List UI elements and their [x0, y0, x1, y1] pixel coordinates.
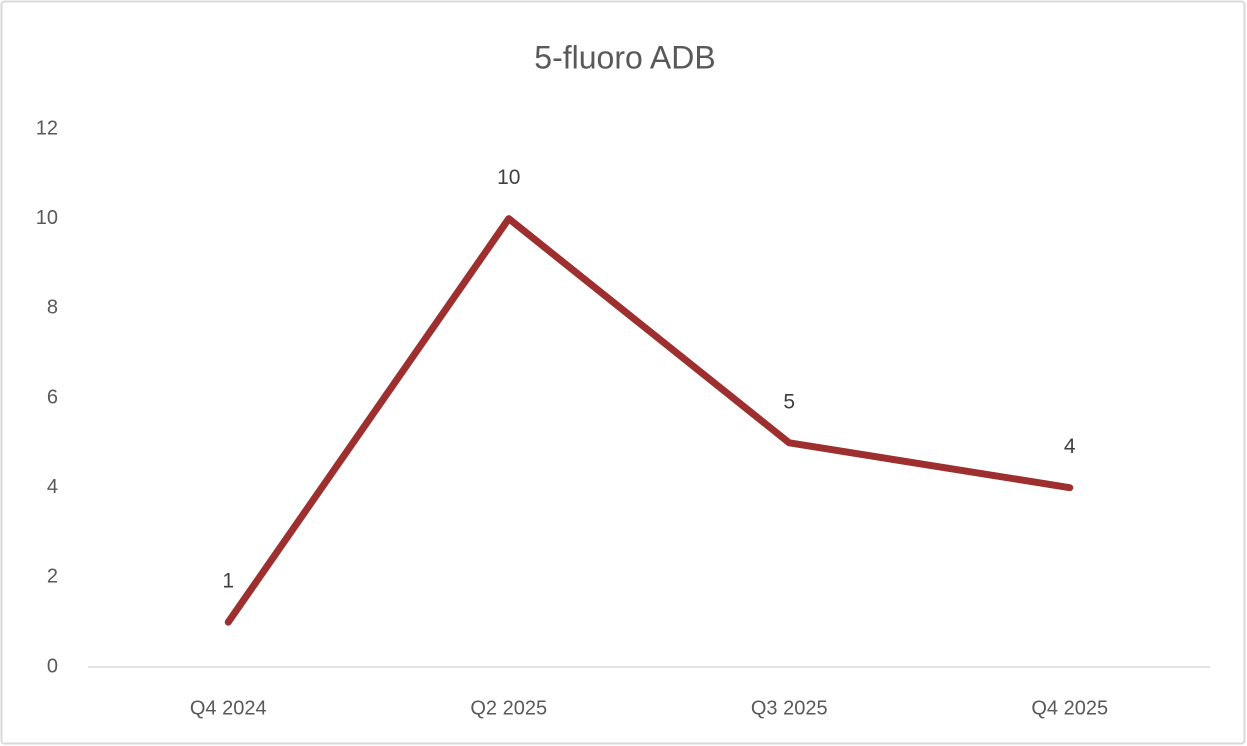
x-tick-label: Q4 2024	[190, 697, 267, 719]
y-tick-label: 4	[47, 476, 58, 498]
x-tick-label: Q3 2025	[751, 697, 828, 719]
chart-title: 5-fluoro ADB	[534, 39, 715, 75]
line-series	[224, 215, 1074, 626]
x-tick-label: Q4 2025	[1031, 697, 1108, 719]
y-tick-label: 0	[47, 655, 58, 677]
y-tick-label: 8	[47, 297, 58, 319]
y-tick-label: 10	[36, 207, 58, 229]
x-tick-label: Q2 2025	[470, 697, 547, 719]
data-label: 5	[783, 390, 795, 413]
y-tick-label: 2	[47, 566, 58, 588]
y-tick-label: 6	[47, 386, 58, 408]
data-label: 10	[497, 166, 520, 189]
data-label: 1	[222, 570, 234, 593]
data-label: 4	[1064, 435, 1076, 458]
y-tick-label: 12	[36, 117, 58, 139]
